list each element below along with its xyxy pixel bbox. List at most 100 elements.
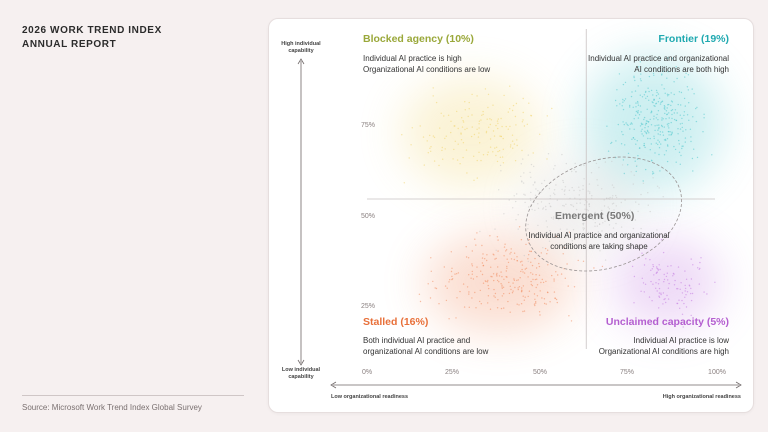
respondent-dot (703, 113, 705, 116)
respondent-dot (516, 279, 518, 282)
respondent-dot (596, 225, 598, 227)
respondent-dot (475, 244, 477, 246)
respondent-dot (521, 121, 524, 123)
respondent-dot (631, 265, 634, 268)
respondent-dot (714, 281, 716, 283)
respondent-dot (496, 275, 498, 277)
respondent-dot (595, 214, 598, 217)
respondent-dot (474, 238, 476, 240)
respondent-dot (471, 93, 473, 96)
respondent-dot (647, 204, 649, 206)
respondent-dot (646, 108, 648, 111)
respondent-dot (655, 95, 658, 97)
respondent-dot (577, 259, 579, 262)
respondent-dot (606, 125, 608, 127)
respondent-dot (430, 150, 432, 152)
respondent-dot (541, 278, 543, 281)
respondent-dot (653, 74, 655, 76)
respondent-dot (582, 185, 584, 187)
respondent-dot (635, 143, 637, 145)
respondent-dot (445, 135, 447, 137)
respondent-dot (540, 201, 543, 203)
respondent-dot (471, 297, 473, 299)
respondent-dot (522, 158, 524, 160)
respondent-dot (485, 130, 488, 133)
respondent-dot (476, 232, 478, 234)
respondent-dot (645, 258, 647, 260)
respondent-dot (493, 135, 496, 137)
respondent-dot (629, 123, 632, 125)
respondent-dot (533, 303, 536, 305)
respondent-dot (655, 142, 657, 144)
respondent-dot (666, 138, 669, 140)
respondent-dot (682, 145, 684, 147)
respondent-dot (578, 194, 580, 196)
respondent-dot (447, 114, 450, 117)
respondent-dot (558, 218, 560, 221)
respondent-dot (667, 298, 670, 300)
respondent-dot (622, 101, 624, 103)
respondent-dot (440, 112, 442, 115)
respondent-dot (665, 150, 667, 152)
respondent-dot (574, 217, 576, 219)
report-title-line1: 2026 WORK TREND INDEX (22, 25, 162, 36)
y-tick-label: 50% (361, 213, 376, 220)
respondent-dot (671, 131, 673, 133)
respondent-dot (677, 103, 679, 106)
respondent-dot (661, 131, 664, 133)
respondent-dot (613, 186, 615, 189)
respondent-dot (640, 73, 642, 75)
respondent-dot (661, 84, 663, 86)
respondent-dot (555, 235, 557, 238)
respondent-dot (673, 118, 676, 121)
respondent-dot (703, 291, 705, 293)
respondent-dot (466, 127, 468, 130)
respondent-dot (487, 284, 489, 287)
respondent-dot (499, 156, 502, 158)
respondent-dot (561, 188, 563, 191)
respondent-dot (521, 268, 523, 271)
respondent-dot (514, 115, 517, 118)
respondent-dot (530, 199, 532, 201)
respondent-dot (536, 284, 539, 286)
respondent-dot (657, 316, 659, 319)
respondent-dot (690, 287, 692, 290)
y-tick-label: 25% (361, 303, 376, 310)
respondent-dot (692, 116, 694, 118)
respondent-dot (549, 205, 552, 207)
x-axis-arrow-left (330, 381, 337, 389)
respondent-dot (676, 302, 679, 305)
respondent-dot (622, 121, 624, 123)
respondent-dot (683, 97, 686, 100)
respondent-dot (500, 135, 502, 138)
respondent-dot (530, 261, 532, 263)
respondent-dot (655, 103, 657, 105)
respondent-dot (508, 292, 511, 295)
respondent-dot (497, 250, 499, 252)
respondent-dot (683, 111, 686, 113)
respondent-dot (641, 128, 643, 130)
respondent-dot (657, 283, 660, 285)
cloud-glow (611, 238, 722, 328)
respondent-dot (661, 73, 663, 75)
respondent-dot (462, 120, 464, 122)
respondent-dot (505, 250, 507, 252)
respondent-dot (517, 288, 519, 291)
respondent-dot (574, 197, 576, 199)
x-axis-high-caption: High organizational readiness (662, 394, 741, 400)
respondent-dot (591, 195, 593, 197)
respondent-dot (579, 189, 581, 192)
respondent-dot (567, 231, 569, 233)
respondent-dot (468, 291, 470, 293)
respondent-dot (419, 300, 422, 303)
respondent-dot (427, 283, 429, 285)
respondent-dot (672, 272, 675, 275)
cloud-glow (424, 233, 575, 333)
respondent-dot (551, 274, 553, 277)
respondent-dot (535, 188, 537, 190)
respondent-dot (563, 246, 565, 249)
respondent-dot (495, 274, 498, 276)
respondent-dot (690, 140, 692, 143)
respondent-dot (503, 94, 505, 97)
respondent-dot (662, 196, 664, 198)
